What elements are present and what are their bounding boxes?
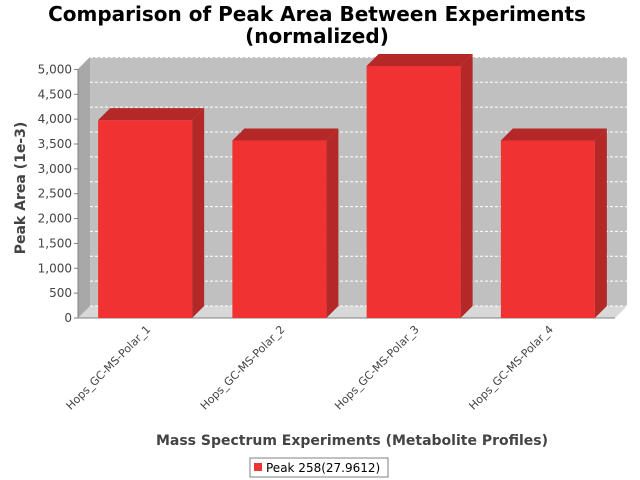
chart-title-line-1: Comparison of Peak Area Between Experime…	[48, 2, 586, 26]
plot-area: 0 500 1,000 1,500 2,000 2,500 3,000 3,500 4,000 4…	[38, 53, 627, 413]
chart-title-line-2: (normalized)	[245, 24, 389, 48]
bar-top	[98, 108, 205, 121]
plot-left-wall	[78, 57, 90, 318]
y-tick-label: 4,000	[38, 112, 72, 126]
bar-top	[232, 128, 339, 141]
x-tick-label: Hops_GC-MS-Polar_3	[332, 323, 422, 413]
bar-side	[594, 128, 607, 318]
y-tick-label: 2,000	[38, 212, 72, 226]
y-tick-label: 1,500	[38, 236, 72, 250]
y-tick-label: 2,500	[38, 187, 72, 201]
bar-top	[366, 53, 473, 66]
y-axis-title: Peak Area (1e-3)	[13, 122, 29, 255]
bar-side	[192, 108, 205, 318]
y-tick-label: 500	[49, 286, 72, 300]
y-tick-label: 5,000	[38, 62, 72, 76]
legend: Peak 258(27.9612)	[249, 457, 389, 478]
x-axis-title: Mass Spectrum Experiments (Metabolite Pr…	[156, 433, 548, 449]
bar-top	[500, 128, 607, 141]
x-tick-label: Hops_GC-MS-Polar_4	[466, 323, 556, 413]
x-tick-label: Hops_GC-MS-Polar_1	[64, 323, 154, 413]
bar-side	[326, 128, 339, 318]
y-tick-label: 3,500	[38, 137, 72, 151]
bar	[366, 65, 461, 318]
bar-side	[460, 53, 473, 318]
plot-floor	[78, 306, 627, 318]
y-tick-label: 1,000	[38, 261, 72, 275]
bar	[98, 120, 193, 318]
x-tick-label: Hops_GC-MS-Polar_2	[198, 323, 288, 413]
legend-label: Peak 258(27.9612)	[266, 461, 380, 475]
y-tick-label: 0	[64, 311, 72, 325]
y-tick-label: 3,000	[38, 162, 72, 176]
y-tick-label: 4,500	[38, 87, 72, 101]
legend-swatch	[254, 463, 262, 471]
legend-box	[249, 457, 389, 478]
bar	[232, 140, 327, 318]
bar	[500, 140, 595, 318]
